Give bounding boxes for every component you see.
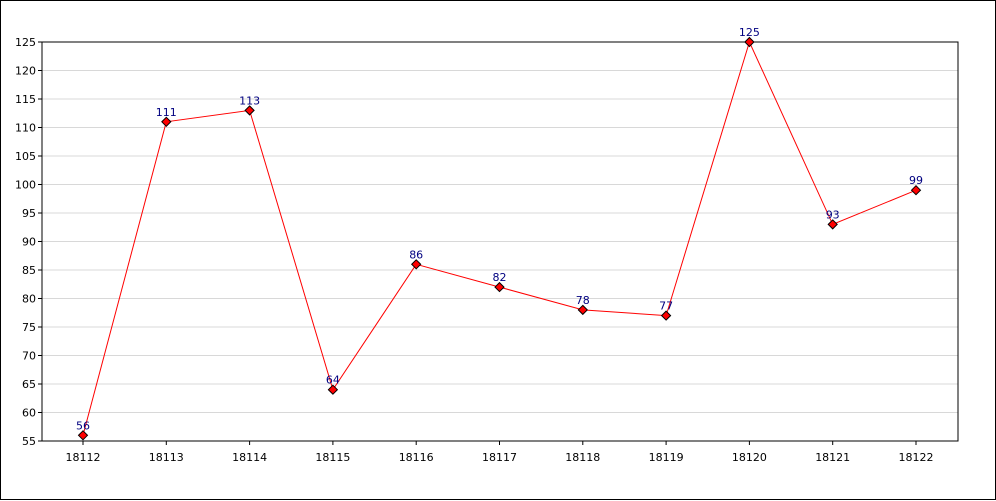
x-tick-label: 18120: [732, 451, 767, 464]
y-tick-label: 65: [22, 378, 36, 391]
y-tick-label: 55: [22, 435, 36, 448]
data-label: 64: [326, 374, 340, 387]
data-point: [494, 281, 505, 293]
y-tick-label: 85: [22, 264, 36, 277]
series-line: [82, 40, 917, 436]
y-tick-label: 100: [15, 179, 36, 192]
series-layer: [77, 36, 922, 441]
y-tick-label: 105: [15, 150, 36, 163]
data-label: 78: [576, 294, 590, 307]
y-axis: 55 60 65 70 75 80 85 90 95 100 105 110 115 120 125: [15, 36, 42, 448]
x-tick-label: 18118: [565, 451, 600, 464]
data-point: [744, 36, 755, 48]
x-tick-label: 18119: [649, 451, 684, 464]
x-tick-label: 18114: [232, 451, 267, 464]
data-point: [77, 430, 89, 441]
data-point: [660, 310, 672, 321]
data-label: 99: [909, 174, 923, 187]
data-label: 82: [493, 271, 507, 284]
y-tick-label: 80: [22, 293, 36, 306]
x-tick-label: 18113: [149, 451, 184, 464]
data-label: 56: [76, 419, 90, 432]
data-label: 93: [826, 208, 840, 221]
x-tick-label: 18122: [899, 451, 934, 464]
y-tick-label: 115: [15, 93, 36, 106]
y-tick-label: 125: [15, 36, 36, 49]
data-point: [577, 304, 589, 316]
y-tick-label: 75: [22, 321, 36, 334]
x-axis: 18112 18113 18114 18115 18116 18117 18118 18119…: [66, 441, 934, 464]
grid-lines: [42, 41, 958, 442]
x-tick-label: 18116: [399, 451, 434, 464]
data-point: [910, 184, 922, 196]
y-tick-label: 120: [15, 65, 36, 78]
y-tick-label: 110: [15, 122, 36, 135]
data-labels: 56 111 113 64 86 82 78 77 125 93 99: [76, 26, 923, 432]
y-tick-label: 60: [22, 407, 36, 420]
y-tick-label: 95: [22, 207, 36, 220]
data-point: [827, 219, 838, 230]
data-label: 77: [659, 300, 673, 313]
x-tick-label: 18112: [66, 451, 101, 464]
x-tick-label: 18115: [315, 451, 350, 464]
data-point: [161, 116, 172, 128]
data-label: 86: [409, 248, 423, 261]
data-point: [327, 384, 339, 395]
x-tick-label: 18117: [482, 451, 517, 464]
data-point: [244, 105, 255, 116]
x-tick-label: 18121: [815, 451, 850, 464]
data-label: 111: [156, 106, 177, 119]
y-tick-label: 70: [22, 350, 36, 363]
y-tick-label: 90: [22, 236, 36, 249]
data-point: [410, 259, 422, 270]
data-label: 125: [739, 26, 760, 39]
data-label: 113: [239, 94, 260, 107]
